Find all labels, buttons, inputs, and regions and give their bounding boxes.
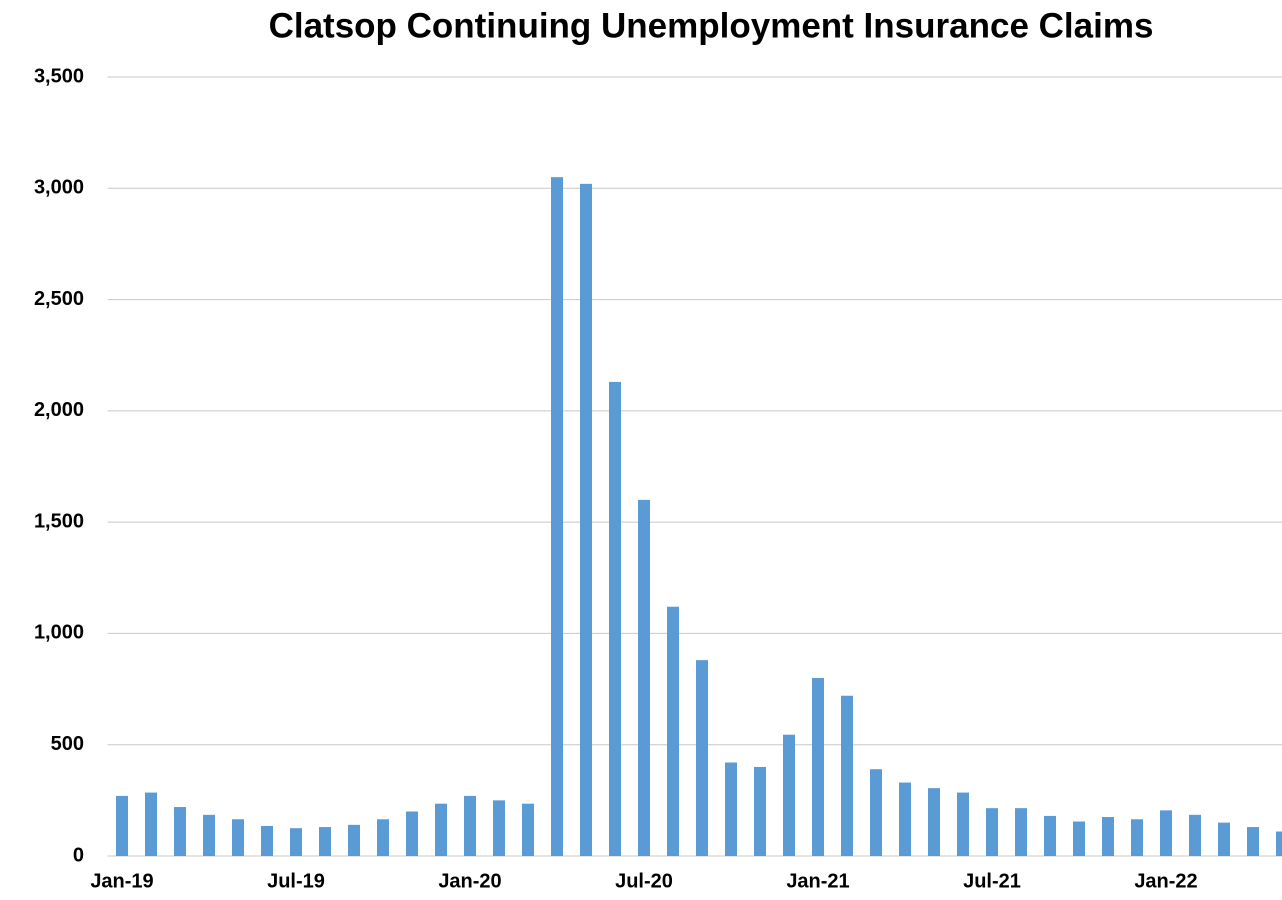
bar — [232, 819, 244, 856]
bar — [1276, 831, 1282, 856]
bar — [145, 792, 157, 856]
bar — [725, 762, 737, 856]
bar — [986, 808, 998, 856]
x-tick-label: Jul-19 — [267, 870, 325, 892]
bar — [203, 814, 215, 856]
bar — [116, 795, 128, 856]
x-tick-label: Jul-20 — [615, 870, 673, 892]
bar — [696, 660, 708, 856]
bar — [580, 183, 592, 856]
bar — [638, 499, 650, 856]
bar — [1044, 815, 1056, 856]
bar — [870, 769, 882, 856]
bar — [522, 803, 534, 856]
y-tick-label: 0 — [73, 844, 84, 866]
bar — [928, 788, 940, 856]
y-tick-label: 2,000 — [34, 399, 84, 421]
bar — [1102, 817, 1114, 856]
bar — [1015, 808, 1027, 856]
y-tick-label: 500 — [51, 733, 84, 755]
y-tick-label: 1,500 — [34, 510, 84, 532]
bar — [609, 381, 621, 856]
bar — [348, 824, 360, 856]
bar — [957, 792, 969, 856]
y-tick-label: 3,000 — [34, 177, 84, 199]
y-tick-label: 3,500 — [34, 65, 84, 87]
y-tick-label: 1,000 — [34, 622, 84, 644]
x-tick-label: Jan-20 — [438, 870, 501, 892]
bar — [841, 695, 853, 856]
bar — [1247, 827, 1259, 856]
chart-title: Clatsop Continuing Unemployment Insuranc… — [269, 6, 1154, 45]
bar — [377, 819, 389, 856]
bar — [812, 677, 824, 856]
bar — [1131, 819, 1143, 856]
x-tick-label: Jul-21 — [963, 870, 1021, 892]
bar — [551, 177, 563, 856]
bar — [174, 807, 186, 856]
bar — [1073, 821, 1085, 856]
bar — [406, 811, 418, 856]
x-tick-label: Jan-21 — [786, 870, 849, 892]
bar — [1189, 814, 1201, 856]
bar — [435, 803, 447, 856]
y-tick-label: 2,500 — [34, 288, 84, 310]
bar — [261, 825, 273, 856]
x-tick-label: Jan-19 — [90, 870, 153, 892]
bar — [290, 828, 302, 856]
x-tick-label: Jan-22 — [1134, 870, 1197, 892]
bar — [1218, 822, 1230, 856]
bar — [493, 800, 505, 856]
bar — [319, 827, 331, 856]
bar — [754, 766, 766, 856]
bar — [667, 606, 679, 856]
bar — [1160, 810, 1172, 856]
bar — [783, 734, 795, 856]
bar — [899, 782, 911, 856]
bar — [464, 795, 476, 856]
